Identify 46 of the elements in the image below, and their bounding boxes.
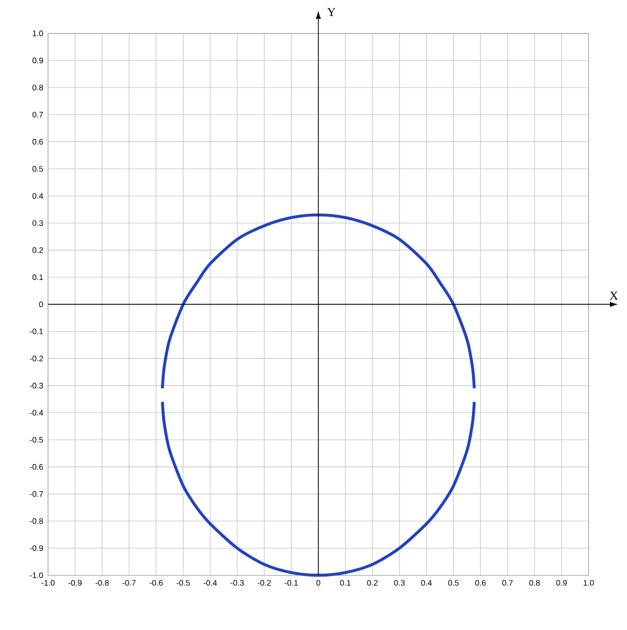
- line-series: [160, 400, 476, 577]
- x-axis-title: X: [610, 292, 618, 300]
- y-tick-label: -0.4: [30, 410, 43, 416]
- y-tick-label: 0.4: [32, 193, 43, 199]
- x-tick-label: 1.0: [584, 580, 594, 586]
- x-tick-label: -0.5: [176, 580, 190, 586]
- line-series: [160, 213, 476, 390]
- x-tick-label: -0.8: [95, 580, 108, 586]
- x-tick-label: -0.1: [284, 580, 298, 586]
- y-tick-label: 0.6: [32, 138, 43, 145]
- y-tick-label: -1.0: [30, 572, 43, 578]
- y-tick-label: -0.8: [30, 518, 43, 524]
- y-tick-label: -0.7: [30, 491, 43, 497]
- y-tick-label: -0.9: [30, 545, 43, 552]
- x-tick-label: 0.7: [502, 580, 513, 586]
- x-tick-label: 0.8: [529, 580, 540, 586]
- y-axis-title: Y: [327, 8, 336, 16]
- x-tick-label: -1.0: [41, 580, 54, 586]
- y-tick-label: 0.9: [32, 58, 43, 64]
- x-tick-label: 0.2: [366, 580, 378, 586]
- y-tick-label: 0.7: [32, 112, 43, 118]
- x-tick-label: 0.3: [394, 580, 404, 586]
- y-tick-label: -0.2: [30, 356, 43, 362]
- x-tick-label: 0.1: [340, 580, 350, 586]
- x-tick-label: 0.4: [421, 580, 432, 586]
- y-tick-label: -0.1: [30, 328, 43, 334]
- y-tick-label: 0.8: [32, 84, 43, 90]
- x-tick-label: -0.7: [122, 580, 136, 586]
- y-tick-label: 1.0: [32, 30, 43, 36]
- y-tick-label: 0: [39, 301, 43, 308]
- x-tick-label: 0: [316, 580, 320, 586]
- x-tick-label: -0.2: [258, 580, 271, 586]
- x-tick-label: 0.9: [556, 580, 567, 586]
- y-tick-label: -0.3: [30, 382, 43, 388]
- y-tick-label: 0.2: [32, 247, 43, 253]
- x-tick-label: 0.5: [448, 580, 459, 586]
- x-tick-label: 0.6: [475, 580, 486, 586]
- y-tick-label: 0.5: [32, 166, 43, 172]
- y-tick-label: 0.1: [32, 274, 43, 280]
- x-tick-label: -0.3: [230, 580, 244, 586]
- y-tick-label: -0.6: [30, 464, 43, 470]
- x-tick-label: -0.9: [68, 580, 82, 586]
- y-tick-label: 0.3: [32, 220, 43, 226]
- y-tick-label: -0.5: [30, 436, 43, 443]
- x-tick-label: -0.6: [149, 580, 163, 586]
- x-tick-label: -0.4: [204, 580, 217, 586]
